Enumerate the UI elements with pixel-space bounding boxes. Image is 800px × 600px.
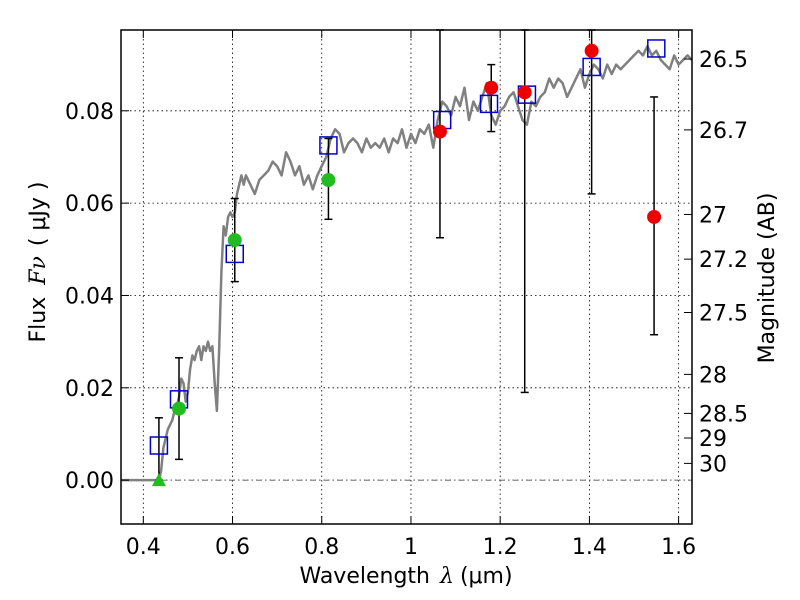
red-data-point [647,209,662,224]
red-data-point [432,124,447,139]
tick-labels: 0.4 0.6 0.8 1 1.2 1.4 1.6 0.00 0.02 0.04 0.06 0.08 2… [65,48,748,560]
model-photometry-square [582,57,601,77]
model-photometry-square [149,436,169,455]
model-sed-line [121,44,693,482]
green-data-point [321,173,336,188]
model-photometry-square [647,39,666,58]
mag-tick-label: 30 [699,452,727,477]
mag-tick-label: 28 [699,363,727,388]
mag-tick-label: 26.5 [699,48,748,73]
tick-marks [121,30,692,524]
red-data-point [517,85,532,100]
y-tick-label: 0.02 [65,377,114,402]
mag-tick-label: 26.7 [699,119,748,144]
mag-tick-label: 27 [699,203,727,228]
axes-frame [120,29,693,525]
mag-tick-label: 27.2 [699,248,748,273]
red-data-point [484,80,499,95]
green-data-point [171,401,186,416]
upper-limit-triangle [151,473,166,487]
x-tick-label: 1.4 [572,535,607,560]
model-photometry-square [479,94,499,114]
y-tick-label: 0.06 [65,192,114,217]
red-data-point [584,43,599,58]
x-tick-label: 1.6 [661,535,696,560]
mag-tick-label: 27.5 [699,302,748,327]
x-tick-label: 0.6 [215,535,250,560]
mag-tick-label: 28.5 [699,402,748,427]
x-tick-label: 0.8 [304,535,339,560]
x-tick-label: 1 [404,535,418,560]
plot-area [121,29,693,487]
model-photometry-square [319,136,338,155]
x-axis-label: Wavelength λ (μm) [299,564,512,589]
y-tick-label: 0.00 [65,469,114,494]
y-tick-label: 0.04 [65,284,114,309]
x-tick-label: 0.4 [126,535,161,560]
green-data-point [227,233,242,248]
y-tick-label: 0.08 [65,100,114,125]
y-axis-label: FluxFν( μJy ) [26,181,51,342]
mag-tick-label: 29 [699,427,727,452]
y2-axis-label: Magnitude (AB) [755,193,780,364]
x-tick-label: 1.2 [483,535,518,560]
